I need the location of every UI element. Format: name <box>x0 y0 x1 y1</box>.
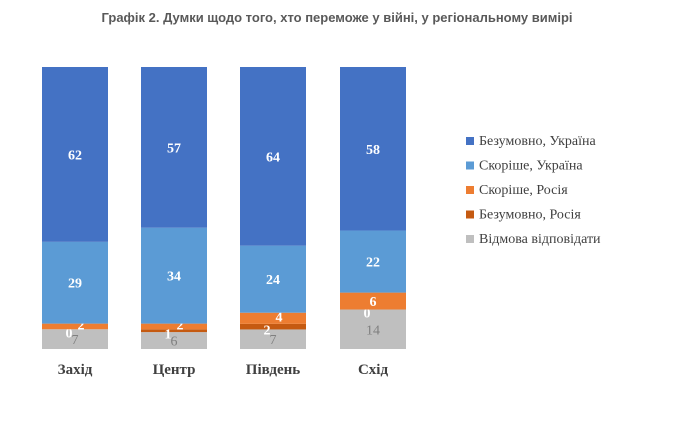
data-label-відмова-відповідати-0: 7 <box>72 333 79 348</box>
data-label-скоріше-україна-2: 24 <box>266 273 280 288</box>
category-label-3: Схід <box>358 362 389 378</box>
bar-segment-безумовно-росія-1 <box>141 329 207 333</box>
data-label-безумовно-росія-1: 1 <box>165 328 172 343</box>
bar-segment-скоріше-росія-0 <box>42 323 108 330</box>
data-label-скоріше-україна-0: 29 <box>68 277 82 292</box>
data-label-скоріше-україна-1: 34 <box>167 270 181 285</box>
bar-segment-безумовно-україна-3 <box>340 67 406 231</box>
bar-segment-відмова-відповідати-2 <box>240 329 306 349</box>
data-label-відмова-відповідати-1: 6 <box>171 335 178 350</box>
bar-segment-скоріше-україна-3 <box>340 230 406 293</box>
bar-segment-скоріше-росія-3 <box>340 292 406 310</box>
legend-label-скоріше-росія: Скоріше, Росія <box>479 183 568 198</box>
bar-segment-відмова-відповідати-3 <box>340 309 406 349</box>
data-label-безумовно-україна-2: 64 <box>266 150 280 165</box>
legend-label-скоріше-україна: Скоріше, Україна <box>479 159 583 174</box>
legend-swatch-безумовно-росія <box>466 210 474 219</box>
bar-segment-безумовно-україна-1 <box>141 67 207 228</box>
legend-label-безумовно-росія: Безумовно, Росія <box>479 208 581 223</box>
data-label-скоріше-росія-3: 6 <box>370 295 377 310</box>
data-label-скоріше-росія-0: 2 <box>78 318 85 333</box>
legend-label-безумовно-україна: Безумовно, Україна <box>479 134 597 149</box>
bar-segment-відмова-відповідати-1 <box>141 332 207 349</box>
bar-segment-відмова-відповідати-0 <box>42 329 108 349</box>
legend-swatch-скоріше-україна <box>466 161 474 170</box>
data-label-відмова-відповідати-2: 7 <box>270 333 277 348</box>
bar-segment-безумовно-росія-2 <box>240 323 306 330</box>
legend-label-відмова-відповідати: Відмова відповідати <box>479 232 601 247</box>
legend-swatch-скоріше-росія <box>466 186 474 194</box>
data-label-скоріше-росія-1: 2 <box>177 318 184 333</box>
data-label-безумовно-росія-2: 2 <box>264 324 271 339</box>
bar-segment-скоріше-росія-2 <box>240 312 306 324</box>
data-label-безумовно-росія-0: 0 <box>66 326 73 341</box>
legend-swatch-відмова-відповідати <box>466 235 474 243</box>
data-label-скоріше-україна-3: 22 <box>366 256 380 271</box>
category-label-0: Захід <box>58 362 93 378</box>
bar-segment-безумовно-україна-2 <box>240 67 306 246</box>
bar-segment-скоріше-україна-2 <box>240 245 306 313</box>
data-label-безумовно-україна-1: 57 <box>167 141 181 156</box>
data-label-скоріше-росія-2: 4 <box>276 310 283 325</box>
chart-title: Графік 2. Думки щодо того, хто переможе … <box>101 10 573 25</box>
bar-segment-скоріше-україна-1 <box>141 227 207 324</box>
data-label-відмова-відповідати-3: 14 <box>366 323 380 338</box>
data-label-безумовно-україна-0: 62 <box>68 148 82 163</box>
category-label-1: Центр <box>153 362 196 378</box>
data-label-безумовно-росія-3: 0 <box>364 307 371 322</box>
legend-swatch-безумовно-україна <box>466 137 474 145</box>
bar-segment-безумовно-україна-0 <box>42 67 108 242</box>
category-label-2: Південь <box>246 362 300 378</box>
bar-segment-скоріше-україна-0 <box>42 241 108 324</box>
data-label-безумовно-україна-3: 58 <box>366 143 380 158</box>
bar-segment-скоріше-росія-1 <box>141 323 207 330</box>
